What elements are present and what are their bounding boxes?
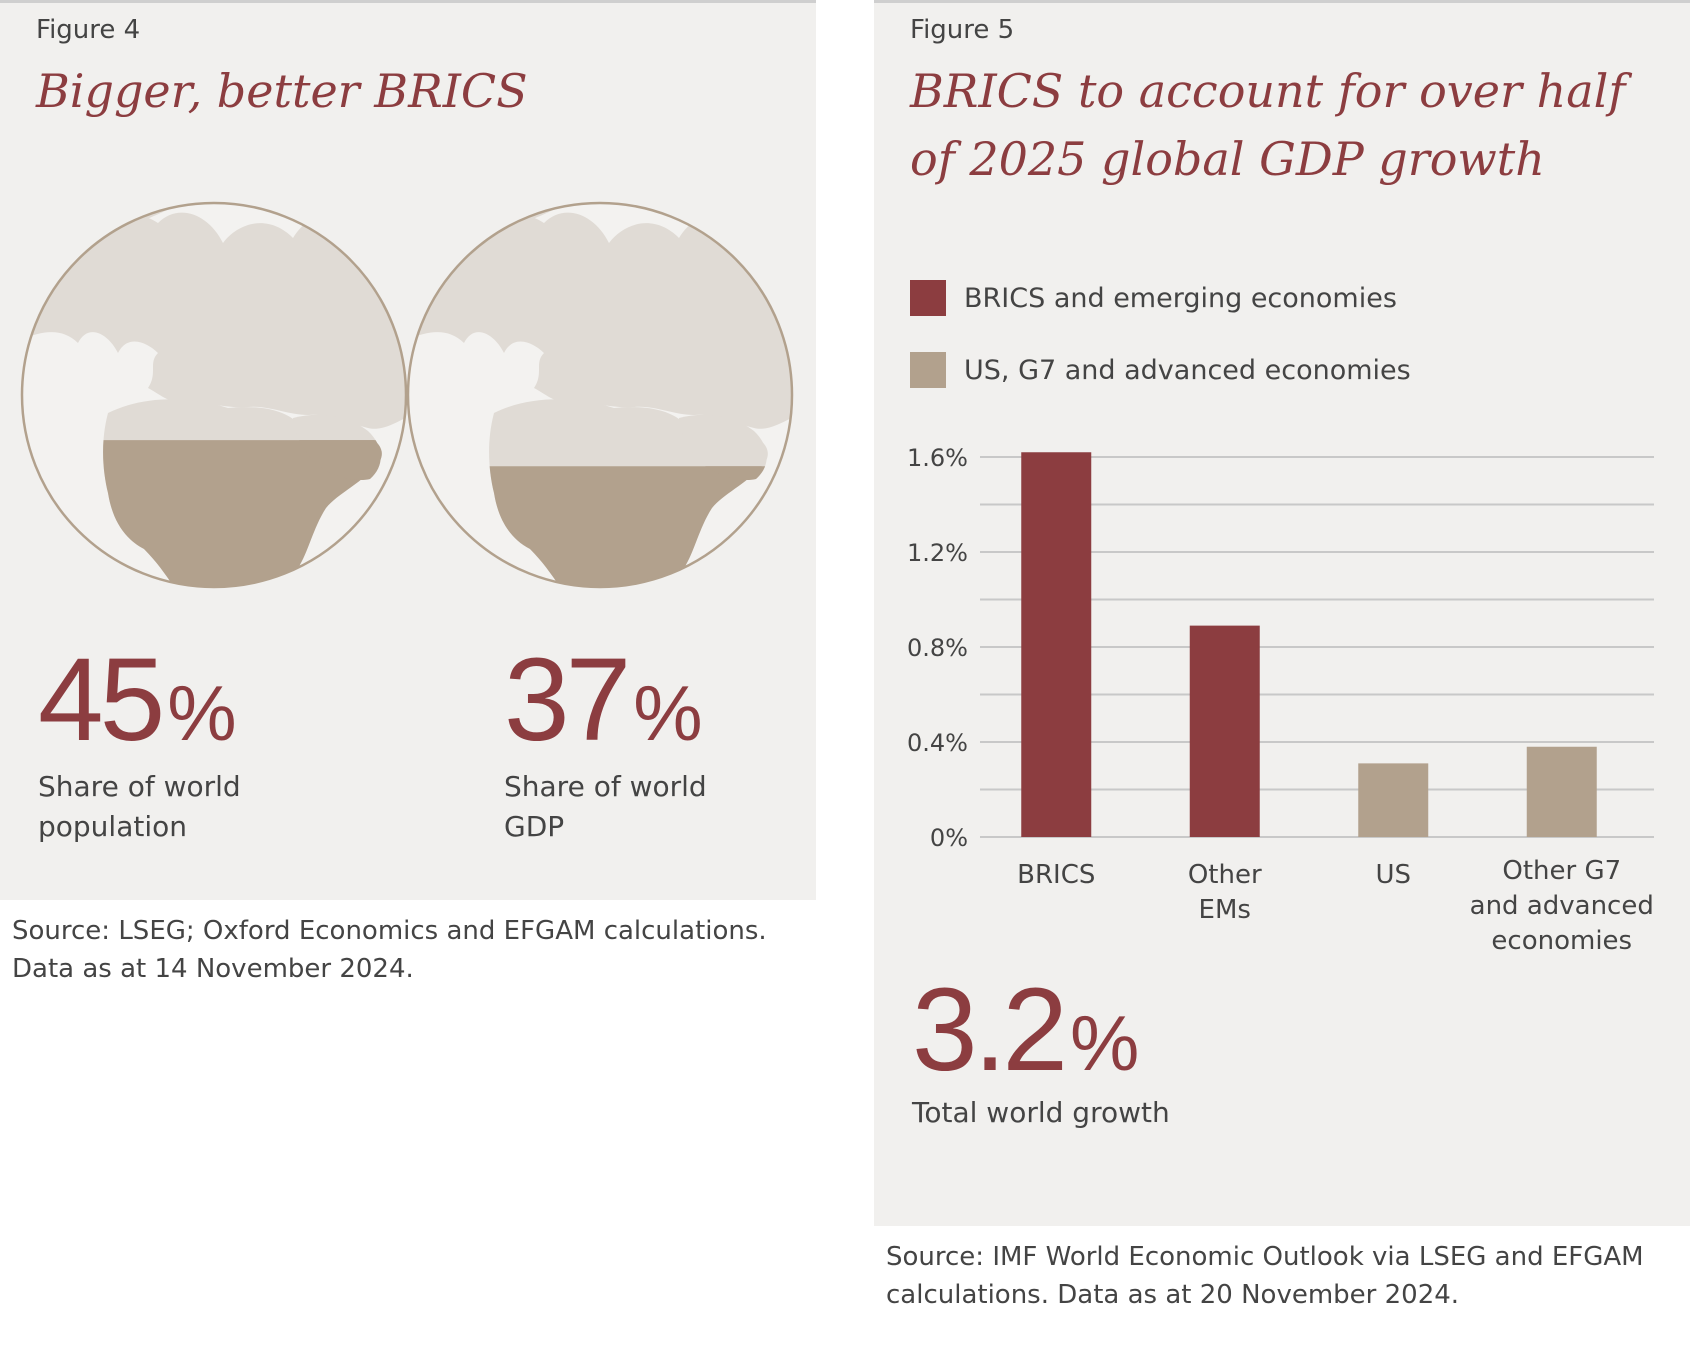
legend-swatch-brics: [910, 280, 946, 316]
x-category-label: BRICS: [1017, 860, 1095, 890]
gdp-growth-bar-chart: 0% 0.4% 0.8% 1.2% 1.6% BRICS Other EMs US Other G…: [907, 444, 1654, 956]
x-category-label: US: [1375, 860, 1411, 890]
figure-5-panel: Figure 5 BRICS to account for over half …: [874, 0, 1690, 1226]
bar: [1021, 452, 1092, 837]
x-category-label: Other EMs: [1188, 860, 1262, 925]
y-tick-label: 1.6%: [907, 444, 968, 472]
population-share-label: Share of world population: [38, 770, 241, 843]
globe-illustrations: [20, 201, 794, 589]
figure-4-title: Bigger, better BRICS: [36, 64, 528, 118]
bar: [1358, 763, 1429, 837]
figure-5-label: Figure 5: [910, 15, 1015, 45]
y-tick-label: 0.4%: [907, 729, 968, 757]
total-growth-value: 3.2%: [912, 964, 1140, 1096]
figure-4-label: Figure 4: [36, 15, 141, 45]
bar: [1526, 746, 1597, 837]
population-share-value: 45%: [38, 634, 237, 766]
y-tick-label: 1.2%: [907, 539, 968, 567]
bar: [1189, 625, 1260, 837]
gdp-share-value: 37%: [504, 634, 703, 766]
legend-item-brics: BRICS and emerging economies: [910, 280, 1397, 316]
figure-4-panel: Figure 4 Bigger, better BRICS: [0, 0, 816, 900]
legend-label-advanced: US, G7 and advanced economies: [964, 354, 1411, 386]
legend-label-brics: BRICS and emerging economies: [964, 282, 1397, 314]
figure-5-title: BRICS to account for over half of 2025 g…: [910, 64, 1626, 186]
figure-5-source: Source: IMF World Economic Outlook via L…: [886, 1242, 1644, 1310]
globe-gdp: [406, 201, 794, 589]
total-growth-label: Total world growth: [912, 1096, 1170, 1129]
y-tick-label: 0.8%: [907, 634, 968, 662]
gdp-share-label: Share of world GDP: [504, 770, 707, 843]
legend-swatch-advanced: [910, 352, 946, 388]
y-tick-label: 0%: [930, 824, 968, 852]
figure-4-source: Source: LSEG; Oxford Economics and EFGAM…: [12, 916, 767, 984]
legend-item-advanced: US, G7 and advanced economies: [910, 352, 1411, 388]
globe-population: [20, 201, 408, 589]
x-category-label: Other G7 and advanced economies: [1470, 856, 1654, 956]
